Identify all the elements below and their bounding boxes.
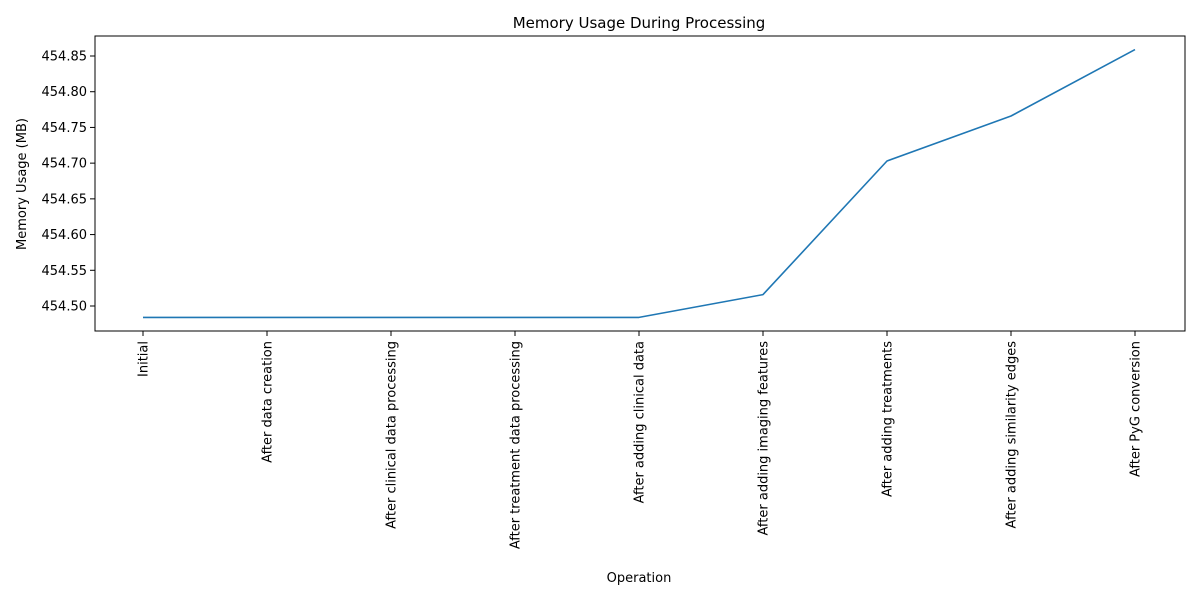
plot-area — [94, 35, 1186, 332]
series-line — [143, 48, 1136, 319]
x-tick-label: After data creation — [261, 341, 276, 463]
y-tick-label: 454.70 — [42, 157, 88, 172]
y-tick-label: 454.55 — [42, 264, 88, 279]
x-tick-label: After clinical data processing — [385, 341, 400, 529]
x-tick-label: Initial — [137, 341, 152, 377]
series-layer — [143, 48, 1136, 319]
y-axis-label: Memory Usage (MB) — [15, 118, 30, 250]
x-tick-label: After adding similarity edges — [1005, 341, 1020, 529]
y-axis: 454.50 454.55 454.60 454.65 454.70 454.75 454.… — [42, 50, 95, 315]
x-tick-label: After adding clinical data — [633, 341, 648, 503]
y-tick-label: 454.50 — [42, 300, 88, 315]
x-axis: Initial After data creation After clinical… — [137, 331, 1144, 549]
chart-title: Memory Usage During Processing — [513, 14, 766, 32]
x-tick-label: After PyG conversion — [1129, 341, 1144, 477]
y-tick-label: 454.75 — [42, 121, 88, 136]
y-tick-label: 454.80 — [42, 85, 88, 100]
x-axis-label: Operation — [607, 571, 672, 586]
x-tick-label: After treatment data processing — [509, 341, 524, 549]
x-tick-label: After adding treatments — [881, 341, 896, 497]
y-tick-label: 454.60 — [42, 228, 88, 243]
y-tick-label: 454.65 — [42, 192, 88, 207]
x-tick-label: After adding imaging features — [757, 341, 772, 536]
y-tick-label: 454.85 — [42, 50, 88, 65]
